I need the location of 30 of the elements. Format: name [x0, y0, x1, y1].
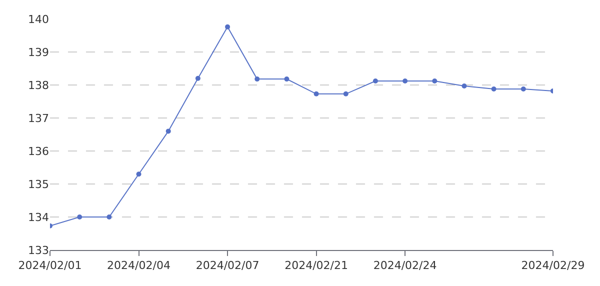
point: [491, 86, 496, 92]
point: [372, 78, 378, 84]
point: [402, 78, 408, 84]
y-tick-label: 137: [28, 112, 49, 125]
point: [432, 78, 438, 84]
x-tick-label: 2024/02/24: [373, 259, 437, 272]
point: [254, 76, 260, 82]
point: [166, 128, 171, 134]
x-tick-label: 2024/02/29: [521, 259, 585, 272]
point: [106, 214, 112, 220]
x-tick-label: 2024/02/07: [196, 259, 260, 272]
y-tick-label: 134: [28, 210, 49, 224]
point: [343, 91, 348, 96]
x-tick-label: 2024/02/21: [284, 259, 348, 272]
point: [284, 76, 290, 82]
y-tick-label: 140: [28, 12, 49, 26]
point: [136, 172, 142, 177]
point: [195, 76, 200, 81]
point: [462, 83, 467, 88]
y-tick-label: 139: [28, 46, 49, 59]
y-tick-label: 138: [28, 78, 49, 92]
x-tick-label: 2024/02/01: [18, 259, 82, 272]
point: [520, 86, 526, 92]
point: [77, 214, 82, 220]
point: [314, 91, 319, 96]
point: [225, 24, 230, 30]
y-tick-label: 135: [28, 178, 49, 191]
y-tick-label: 136: [28, 144, 49, 158]
x-tick-label: 2024/02/04: [107, 259, 170, 272]
y-tick-label: 133: [28, 244, 49, 257]
